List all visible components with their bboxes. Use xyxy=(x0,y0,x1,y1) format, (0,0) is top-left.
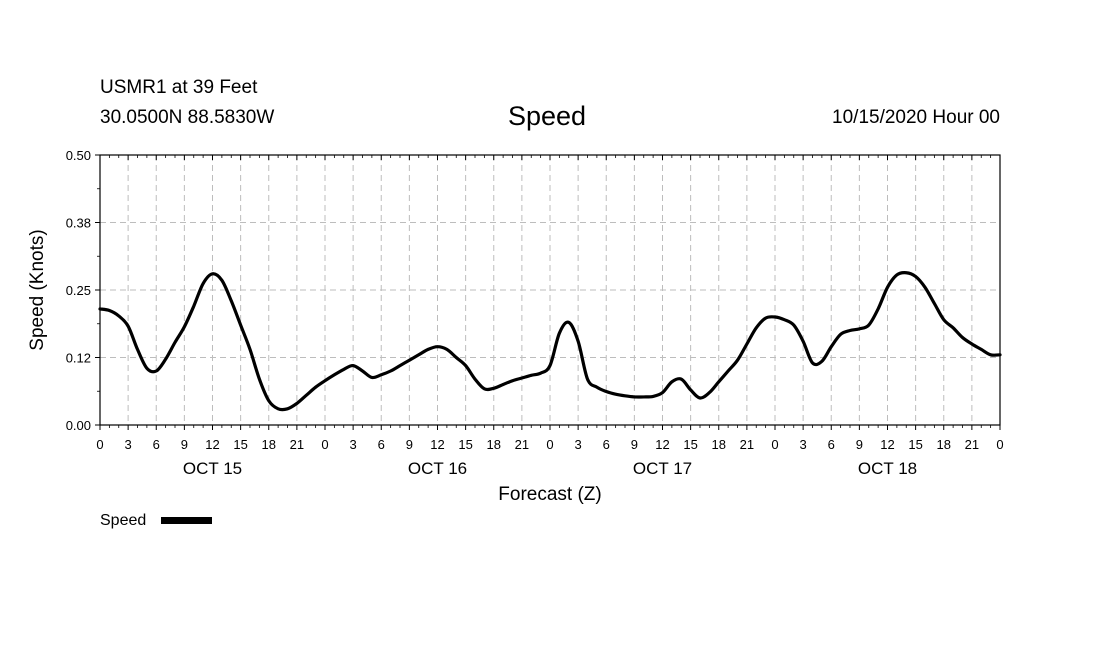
x-tick-label: 21 xyxy=(515,437,529,452)
y-tick-label: 0.12 xyxy=(66,351,91,366)
x-tick-label: 18 xyxy=(712,437,726,452)
run-time-label: 10/15/2020 Hour 00 xyxy=(832,107,1000,128)
x-tick-label: 9 xyxy=(181,437,188,452)
y-axis-title: Speed (Knots) xyxy=(27,229,48,350)
axis-labels: 0 3 6 9 12 15 18 21 0 3 6 9 12 15 18 21 0 3 6 9 12 15 18 21 0 3 6 9… xyxy=(66,148,1004,478)
x-tick-label: 15 xyxy=(683,437,697,452)
x-tick-label: 15 xyxy=(908,437,922,452)
x-tick-label: 3 xyxy=(575,437,582,452)
legend-swatch xyxy=(161,517,212,524)
x-axis-title: Forecast (Z) xyxy=(498,484,601,505)
day-label: OCT 17 xyxy=(633,459,692,478)
x-tick-label: 21 xyxy=(290,437,304,452)
x-tick-label: 12 xyxy=(430,437,444,452)
axes xyxy=(95,154,1001,430)
y-tick-label: 0.38 xyxy=(66,216,91,231)
x-tick-label: 6 xyxy=(828,437,835,452)
day-label: OCT 18 xyxy=(858,459,917,478)
speed-series-line xyxy=(98,271,1002,412)
series-layer xyxy=(98,271,1002,412)
x-tick-label: 3 xyxy=(800,437,807,452)
x-tick-label: 0 xyxy=(96,437,103,452)
x-tick-label: 12 xyxy=(655,437,669,452)
x-tick-label: 9 xyxy=(406,437,413,452)
x-tick-label: 3 xyxy=(125,437,132,452)
x-tick-label: 21 xyxy=(965,437,979,452)
x-tick-label: 6 xyxy=(378,437,385,452)
y-tick-label: 0.25 xyxy=(66,283,91,298)
x-tick-label: 18 xyxy=(937,437,951,452)
x-tick-label: 18 xyxy=(487,437,501,452)
x-tick-label: 0 xyxy=(996,437,1003,452)
x-tick-label: 6 xyxy=(153,437,160,452)
x-tick-label: 15 xyxy=(233,437,247,452)
x-tick-label: 3 xyxy=(350,437,357,452)
coordinates-label: 30.0500N 88.5830W xyxy=(100,107,275,128)
x-tick-label: 0 xyxy=(321,437,328,452)
x-tick-label: 0 xyxy=(546,437,553,452)
legend-label: Speed xyxy=(100,512,146,529)
legend: Speed xyxy=(100,512,212,529)
station-label: USMR1 at 39 Feet xyxy=(100,77,258,98)
day-label: OCT 16 xyxy=(408,459,467,478)
x-tick-label: 18 xyxy=(262,437,276,452)
grid xyxy=(100,155,1000,425)
x-tick-label: 15 xyxy=(458,437,472,452)
x-tick-label: 21 xyxy=(740,437,754,452)
x-tick-label: 12 xyxy=(205,437,219,452)
x-tick-label: 6 xyxy=(603,437,610,452)
x-tick-label: 9 xyxy=(631,437,638,452)
day-label: OCT 15 xyxy=(183,459,242,478)
x-tick-label: 9 xyxy=(856,437,863,452)
x-tick-label: 0 xyxy=(771,437,778,452)
chart-title: Speed xyxy=(508,101,587,131)
x-tick-label: 12 xyxy=(880,437,894,452)
y-tick-label: 0.00 xyxy=(66,418,91,433)
y-tick-label: 0.50 xyxy=(66,148,91,163)
